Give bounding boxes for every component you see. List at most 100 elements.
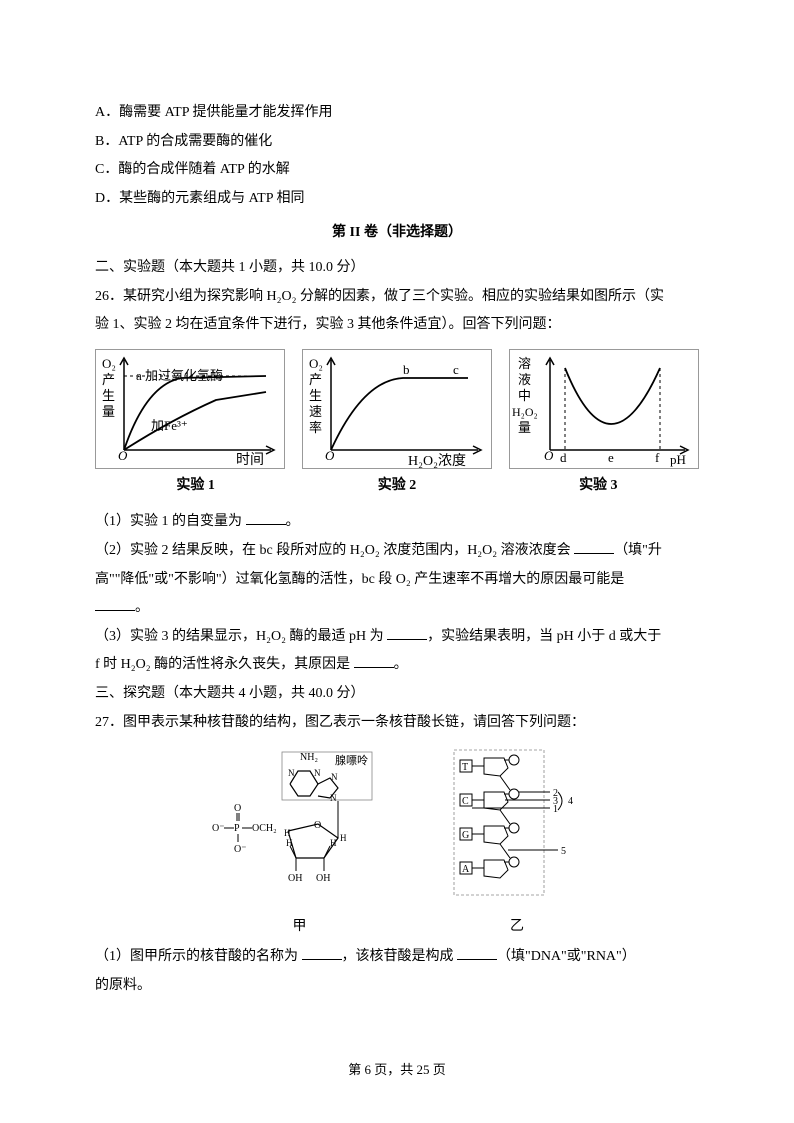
- svg-text:C: C: [462, 796, 469, 807]
- q26-sub1: （1）实验 1 的自变量为 。: [95, 509, 699, 536]
- q27-sub1a: （1）图甲所示的核苷酸的名称为: [95, 949, 302, 964]
- blank: [302, 946, 342, 960]
- svg-text:T: T: [462, 762, 468, 773]
- svg-text:N: N: [288, 768, 295, 778]
- svg-text:f: f: [655, 450, 660, 465]
- svg-text:O₂: O₂: [309, 356, 323, 371]
- diagram-a: 腺嘌呤 NH₂ N N N N O⁻ P O O⁻ OCH₂ O: [210, 746, 390, 940]
- diagram-b-caption: 乙: [450, 914, 585, 941]
- q26-sub3c: f 时 H₂O₂ 酶的活性将永久丧失，其原因是: [95, 657, 354, 672]
- q26-sub3-line2: f 时 H₂O₂ 酶的活性将永久丧失，其原因是 。: [95, 652, 699, 679]
- q27-stem: 27．图甲表示某种核苷酸的结构，图乙表示一条核苷酸长链，请回答下列问题：: [95, 710, 699, 737]
- svg-text:4: 4: [568, 796, 573, 807]
- svg-text:1: 1: [553, 804, 558, 815]
- diagram-b: T C G: [450, 746, 585, 940]
- svg-text:OH: OH: [288, 873, 302, 884]
- svg-text:O: O: [325, 448, 335, 463]
- chart-labels: 实验 1 实验 2 实验 3: [95, 473, 699, 500]
- svg-text:b: b: [403, 362, 410, 377]
- svg-text:O⁻: O⁻: [212, 823, 225, 834]
- option-c: C．酶的合成伴随着 ATP 的水解: [95, 157, 699, 184]
- blank: [574, 540, 614, 554]
- svg-text:pH: pH: [670, 452, 686, 467]
- svg-text:O: O: [234, 803, 241, 814]
- svg-text:e: e: [608, 450, 614, 465]
- svg-text:时间: 时间: [236, 452, 264, 468]
- option-b: B．ATP 的合成需要酶的催化: [95, 129, 699, 156]
- blank: [95, 597, 135, 611]
- q27-sub1b: ，该核苷酸是构成: [342, 949, 458, 964]
- q26-sub2-line1: （2）实验 2 结果反映，在 bc 段所对应的 H₂O₂ 浓度范围内，H₂O₂ …: [95, 538, 699, 565]
- svg-text:OH: OH: [316, 873, 330, 884]
- svg-text:NH₂: NH₂: [300, 752, 318, 763]
- svg-text:O: O: [544, 448, 554, 463]
- q26-sub3-line1: （3）实验 3 的结果显示，H₂O₂ 酶的最适 pH 为 ，实验结果表明，当 p…: [95, 624, 699, 651]
- svg-text:N: N: [331, 772, 338, 782]
- chart1-label: 实验 1: [101, 473, 291, 500]
- svg-text:O⁻: O⁻: [234, 844, 247, 855]
- svg-text:H: H: [286, 838, 293, 848]
- chart-3: O d e f pH 溶 液 中 H₂O₂ 量: [509, 349, 699, 469]
- svg-text:H₂O₂浓度: H₂O₂浓度: [408, 453, 466, 468]
- svg-text:率: 率: [309, 420, 322, 435]
- svg-text:a 加过氧化氢酶: a 加过氧化氢酶: [136, 368, 223, 383]
- part3-header: 三、探究题（本大题共 4 小题，共 40.0 分）: [95, 681, 699, 708]
- svg-text:腺嘌呤: 腺嘌呤: [335, 753, 368, 767]
- q26-sub2-line3: 。: [95, 595, 699, 622]
- svg-text:中: 中: [518, 388, 531, 403]
- q26-sub3b: ，实验结果表明，当 pH 小于 d 或大于: [427, 629, 661, 644]
- q26-sub3d: 。: [394, 657, 408, 672]
- svg-text:G: G: [462, 830, 469, 841]
- section-2-title: 第 II 卷（非选择题）: [95, 220, 699, 247]
- svg-text:产: 产: [102, 372, 115, 387]
- svg-text:N: N: [314, 768, 321, 778]
- option-d: D．某些酶的元素组成与 ATP 相同: [95, 186, 699, 213]
- q27-sub1-line2: 的原料。: [95, 973, 699, 1000]
- svg-text:产: 产: [309, 372, 322, 387]
- blank: [246, 511, 286, 525]
- blank: [457, 946, 497, 960]
- charts-row: a 加过氧化氢酶 加Fe³⁺ O 时间 O₂ 产 生 量 b c O H₂O₂浓…: [95, 349, 699, 469]
- q26-sub2a: （2）实验 2 结果反映，在 bc 段所对应的 H₂O₂ 浓度范围内，H₂O₂ …: [95, 543, 574, 558]
- chart-1: a 加过氧化氢酶 加Fe³⁺ O 时间 O₂ 产 生 量: [95, 349, 285, 469]
- svg-text:H: H: [340, 833, 347, 843]
- svg-text:OCH₂: OCH₂: [252, 823, 277, 834]
- svg-text:生: 生: [102, 388, 115, 403]
- svg-text:速: 速: [309, 404, 322, 419]
- svg-text:溶: 溶: [518, 356, 531, 371]
- svg-text:H: H: [284, 828, 291, 838]
- svg-text:N: N: [330, 793, 337, 803]
- q27-sub1-line1: （1）图甲所示的核苷酸的名称为 ，该核苷酸是构成 （填"DNA"或"RNA"）: [95, 944, 699, 971]
- svg-text:液: 液: [518, 372, 531, 387]
- svg-text:c: c: [453, 362, 459, 377]
- svg-text:d: d: [560, 450, 567, 465]
- q26-sub2d: 。: [135, 600, 149, 615]
- svg-text:H: H: [330, 838, 337, 848]
- q26-sub2b: （填"升: [614, 543, 662, 558]
- blank: [354, 654, 394, 668]
- svg-text:P: P: [234, 823, 240, 834]
- svg-text:量: 量: [102, 404, 115, 419]
- svg-text:量: 量: [518, 420, 531, 435]
- diagrams-row: 腺嘌呤 NH₂ N N N N O⁻ P O O⁻ OCH₂ O: [95, 746, 699, 940]
- svg-text:生: 生: [309, 388, 322, 403]
- diagram-a-caption: 甲: [210, 914, 390, 941]
- svg-text:O₂: O₂: [102, 356, 116, 371]
- q26-sub1-end: 。: [286, 514, 300, 529]
- svg-text:A: A: [462, 864, 470, 875]
- chart2-label: 实验 2: [302, 473, 492, 500]
- chart-2: b c O H₂O₂浓度 O₂ 产 生 速 率: [302, 349, 492, 469]
- q26-sub2-line2: 高""降低"或"不影响"）过氧化氢酶的活性，bc 段 O₂ 产生速率不再增大的原…: [95, 567, 699, 594]
- q26-stem-line1: 26．某研究小组为探究影响 H₂O₂ 分解的因素，做了三个实验。相应的实验结果如…: [95, 284, 699, 311]
- part2-header: 二、实验题（本大题共 1 小题，共 10.0 分）: [95, 255, 699, 282]
- svg-text:5: 5: [561, 846, 566, 857]
- page-number: 第 6 页，共 25 页: [0, 1058, 794, 1083]
- svg-text:O: O: [118, 448, 128, 463]
- q26-sub3a: （3）实验 3 的结果显示，H₂O₂ 酶的最适 pH 为: [95, 629, 387, 644]
- svg-text:O: O: [314, 820, 321, 831]
- q26-stem-line2: 验 1、实验 2 均在适宜条件下进行，实验 3 其他条件适宜）。回答下列问题：: [95, 312, 699, 339]
- q26-sub1-text: （1）实验 1 的自变量为: [95, 514, 246, 529]
- q27-sub1c: （填"DNA"或"RNA"）: [497, 949, 636, 964]
- option-a: A．酶需要 ATP 提供能量才能发挥作用: [95, 100, 699, 127]
- blank: [387, 626, 427, 640]
